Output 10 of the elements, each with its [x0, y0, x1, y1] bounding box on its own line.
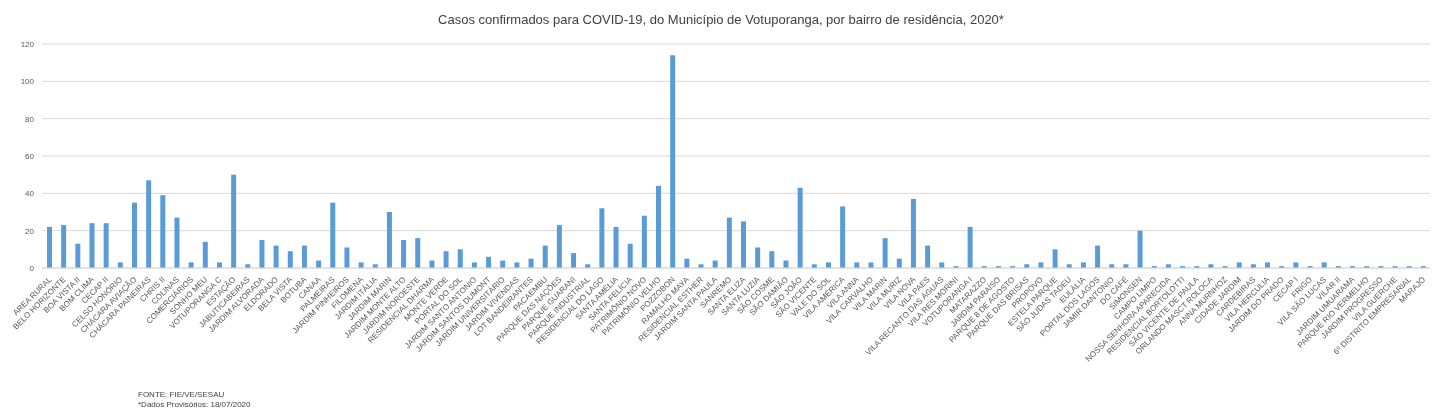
chart-title: Casos confirmados para COVID-19, do Município de Votuporanga, por bairro de residência, 2020* — [437, 12, 1005, 27]
text: *Dados Provisórios: 18/07/2020 — [138, 400, 251, 410]
y-tick-label: 120 — [20, 39, 35, 49]
source-note: FONTE: FIE/VE/SESAU — [138, 390, 226, 400]
y-tick-label: 40 — [25, 189, 35, 199]
y-tick-label: 80 — [25, 114, 35, 124]
y-tick-label: 20 — [25, 226, 35, 236]
y-tick-label: 0 — [29, 263, 35, 273]
y-tick-label: 100 — [20, 77, 35, 87]
y-tick-label: 60 — [25, 151, 35, 161]
